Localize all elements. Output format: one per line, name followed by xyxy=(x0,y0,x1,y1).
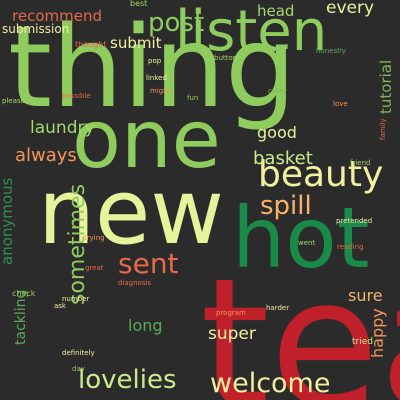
word: pop xyxy=(148,57,162,65)
word: love xyxy=(333,100,348,108)
word: super xyxy=(208,324,256,344)
word: anonymous xyxy=(0,178,16,266)
word: head xyxy=(257,2,295,20)
word: happy xyxy=(368,308,387,358)
word: tea xyxy=(200,240,400,400)
word: trying xyxy=(84,234,105,242)
word: reading xyxy=(337,243,364,251)
word: every xyxy=(326,0,375,18)
word: best xyxy=(130,0,148,8)
word: linked xyxy=(146,74,167,82)
word: welcome xyxy=(210,368,331,399)
word: tackling xyxy=(13,290,29,346)
word: family xyxy=(379,118,387,140)
word: pretended xyxy=(336,217,373,225)
word: lovelies xyxy=(78,365,177,395)
word: hot xyxy=(232,189,370,287)
word: sent xyxy=(118,247,179,280)
word: submission xyxy=(2,22,70,36)
word: laundry xyxy=(30,118,95,138)
word: definitely xyxy=(62,349,95,357)
word: recommend xyxy=(12,7,102,25)
word: great xyxy=(85,264,104,272)
word: one xyxy=(72,93,221,186)
word: good xyxy=(257,123,297,142)
word: spill xyxy=(260,191,312,221)
word: possible xyxy=(62,92,91,100)
word: crazy xyxy=(268,87,287,95)
word: always xyxy=(15,145,77,166)
word: number xyxy=(62,295,90,303)
word: thought xyxy=(75,40,107,49)
word: check xyxy=(12,289,36,298)
word: submit xyxy=(110,34,162,52)
word: tutorial xyxy=(377,60,395,115)
word: button xyxy=(214,54,238,62)
word: tried xyxy=(352,337,373,347)
word: program xyxy=(216,309,246,317)
word: honestly xyxy=(316,47,346,55)
word: long xyxy=(128,316,163,335)
word: sometimes xyxy=(65,184,90,306)
word: might xyxy=(150,87,171,95)
word: new xyxy=(38,160,225,265)
word: friend xyxy=(350,159,371,167)
word: sure xyxy=(348,286,383,305)
word: listen xyxy=(175,0,328,64)
word: day xyxy=(72,365,85,373)
word: basket xyxy=(253,148,313,169)
word: harder xyxy=(266,304,290,312)
word: post xyxy=(148,8,205,38)
word: diagnosis xyxy=(118,279,152,287)
word: fun xyxy=(187,94,199,102)
word: thing xyxy=(8,3,297,133)
word: please xyxy=(2,97,25,105)
word: ask xyxy=(54,302,66,310)
word: went xyxy=(298,239,316,247)
word: beauty xyxy=(258,154,384,195)
